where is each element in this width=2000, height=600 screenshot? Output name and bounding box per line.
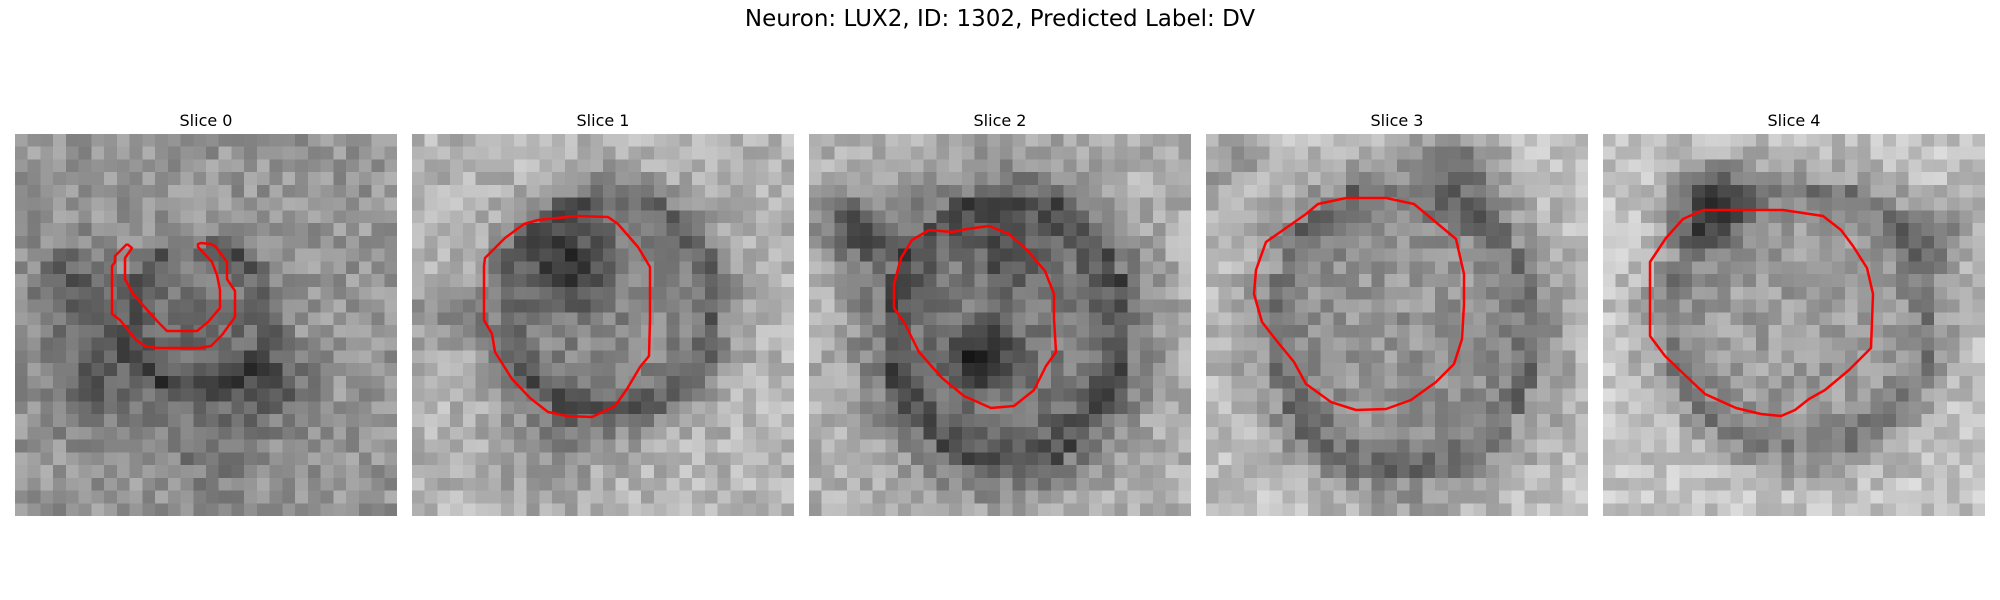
slice-panel-0: Slice 0 <box>15 110 397 516</box>
slice-image-3 <box>1206 134 1588 516</box>
slice-panel-3: Slice 3 <box>1206 110 1588 516</box>
slice-title-0: Slice 0 <box>179 111 233 130</box>
slice-image-1 <box>412 134 794 516</box>
slice-panel-2: Slice 2 <box>809 110 1191 516</box>
figure-title: Neuron: LUX2, ID: 1302, Predicted Label:… <box>744 6 1256 32</box>
roi-contour-0 <box>110 241 237 350</box>
slice-image-2 <box>809 134 1191 516</box>
slice-title-4: Slice 4 <box>1767 111 1821 130</box>
roi-contour-1 <box>482 214 652 419</box>
roi-contour-3 <box>1252 196 1466 412</box>
slice-title-1: Slice 1 <box>576 111 630 130</box>
roi-contour-4 <box>1648 208 1875 418</box>
slice-panel-4: Slice 4 <box>1603 110 1985 516</box>
slice-image-4 <box>1603 134 1985 516</box>
roi-contour-2 <box>892 224 1058 410</box>
slice-panel-1: Slice 1 <box>412 110 794 516</box>
slice-title-3: Slice 3 <box>1370 111 1424 130</box>
slice-title-2: Slice 2 <box>973 111 1027 130</box>
